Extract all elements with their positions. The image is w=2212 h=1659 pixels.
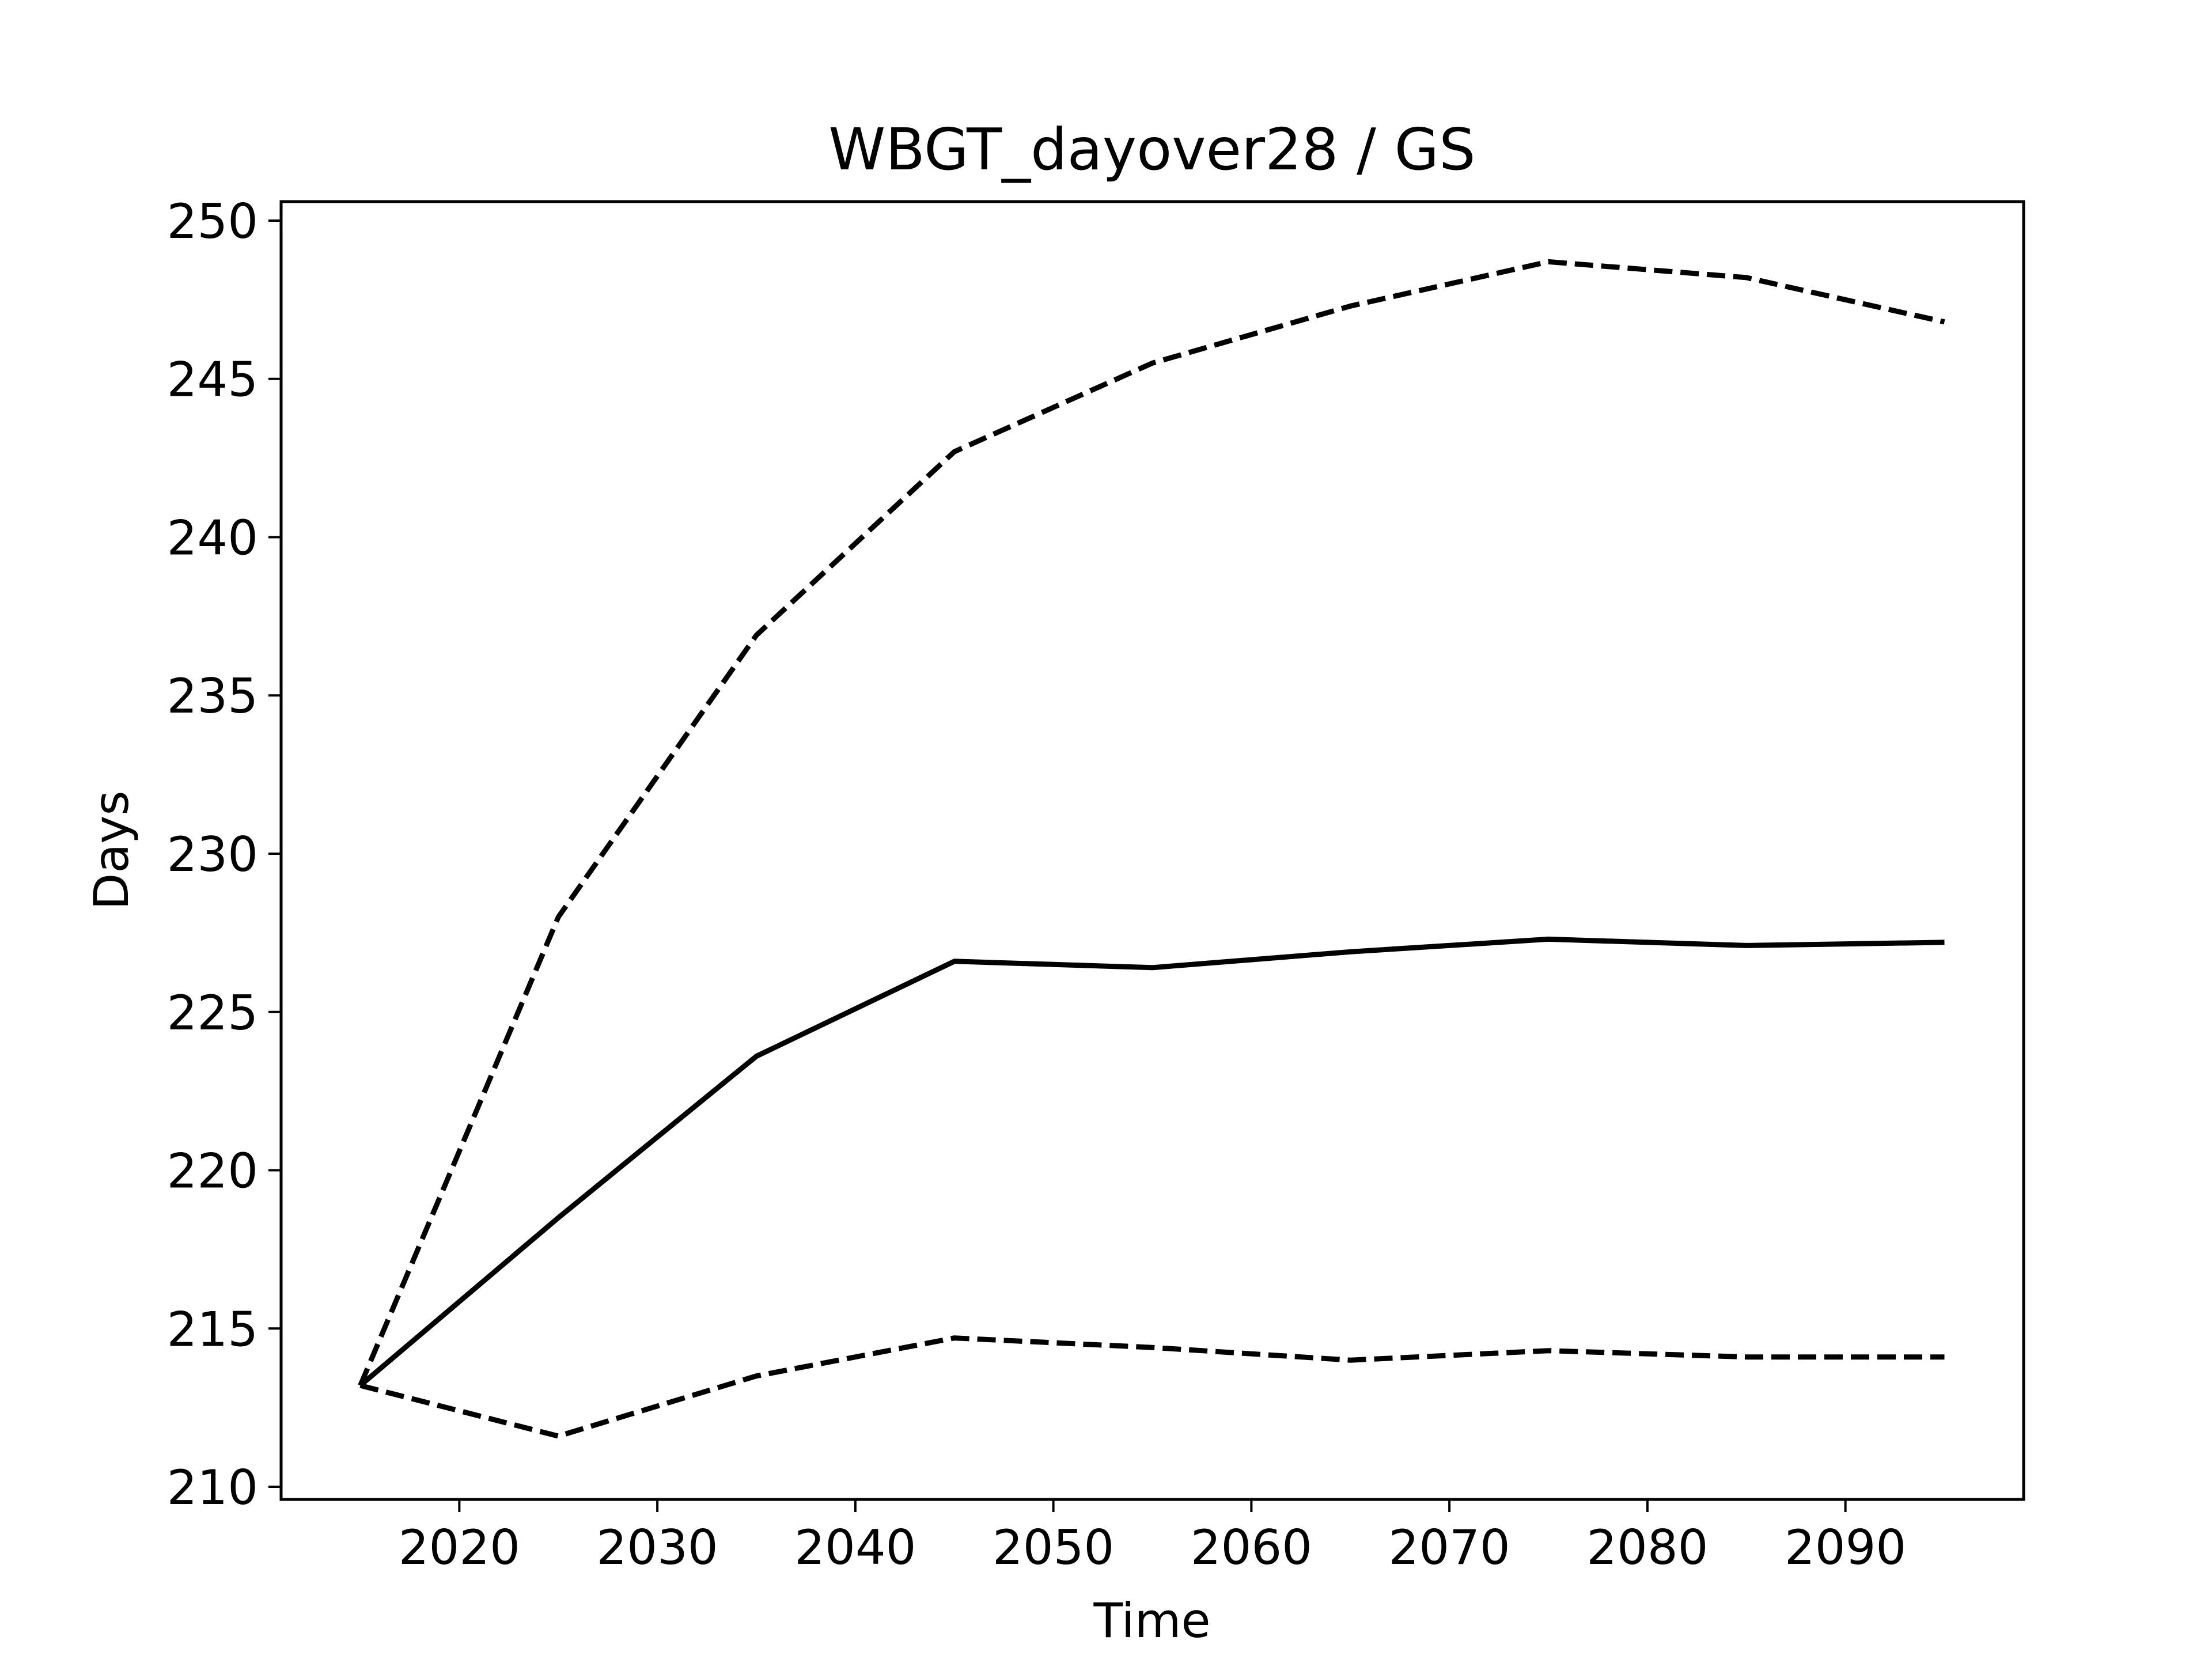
- y-tick-label: 225: [167, 985, 258, 1041]
- y-tick-label: 240: [167, 510, 258, 566]
- y-tick-label: 245: [167, 352, 258, 408]
- upper-bound-series: [358, 259, 1945, 1387]
- y-tick-label: 235: [167, 668, 258, 724]
- x-tick-label: 2080: [1586, 1520, 1708, 1575]
- x-axis: 2020 2030 2040 2050 2060 2070 2080 2090: [399, 1499, 1906, 1575]
- plot-frame: [279, 200, 2025, 1501]
- x-tick-label: 2020: [399, 1520, 520, 1575]
- chart-title: WBGT_dayover28 / GS: [828, 116, 1475, 183]
- y-tick-label: 215: [167, 1301, 258, 1357]
- x-tick-label: 2030: [597, 1520, 718, 1575]
- series-layer: [358, 259, 1945, 1439]
- y-tick-label: 230: [167, 827, 258, 882]
- y-axis-label: Days: [84, 790, 139, 910]
- x-tick-label: 2040: [794, 1520, 916, 1575]
- y-tick-label: 250: [167, 194, 258, 249]
- y-tick-label: 220: [167, 1143, 258, 1199]
- lower-bound-series: [359, 1335, 1945, 1439]
- y-tick-label: 210: [167, 1460, 258, 1516]
- median-series: [358, 936, 1945, 1388]
- y-axis: 210 215 220 225 230 235 240 245 250: [167, 194, 281, 1516]
- x-tick-label: 2070: [1389, 1520, 1510, 1575]
- x-tick-label: 2050: [993, 1520, 1114, 1575]
- x-axis-label: Time: [1093, 1593, 1210, 1649]
- x-tick-label: 2060: [1191, 1520, 1312, 1575]
- x-tick-label: 2090: [1785, 1520, 1906, 1575]
